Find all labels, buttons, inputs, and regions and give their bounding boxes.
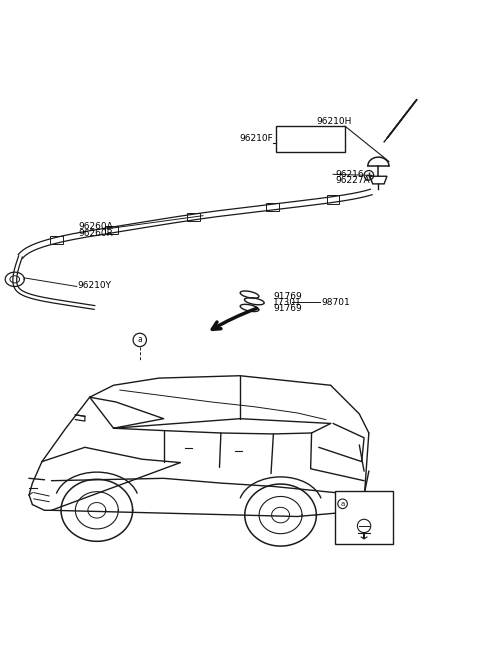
Circle shape — [338, 499, 348, 508]
Bar — [105, 226, 118, 234]
Text: a: a — [340, 501, 345, 507]
Text: 96260A: 96260A — [79, 222, 113, 232]
Bar — [266, 203, 279, 211]
Text: 91769: 91769 — [274, 291, 302, 300]
Bar — [336, 491, 393, 544]
Text: 96210Y: 96210Y — [78, 281, 112, 289]
Text: 96210H: 96210H — [316, 117, 352, 127]
Bar — [187, 213, 200, 221]
Text: a: a — [137, 335, 142, 344]
Text: 96260R: 96260R — [79, 228, 114, 237]
Text: 98701: 98701 — [321, 298, 350, 307]
Text: 17301: 17301 — [274, 298, 302, 307]
Text: 91769: 91769 — [274, 304, 302, 313]
Text: 96210F: 96210F — [239, 134, 273, 142]
Text: 85744: 85744 — [350, 499, 378, 508]
Bar — [276, 126, 345, 152]
Text: 96216: 96216 — [336, 170, 364, 179]
Bar — [327, 195, 339, 204]
Text: 96227A: 96227A — [336, 176, 370, 184]
Bar — [50, 236, 63, 245]
Circle shape — [133, 333, 146, 346]
